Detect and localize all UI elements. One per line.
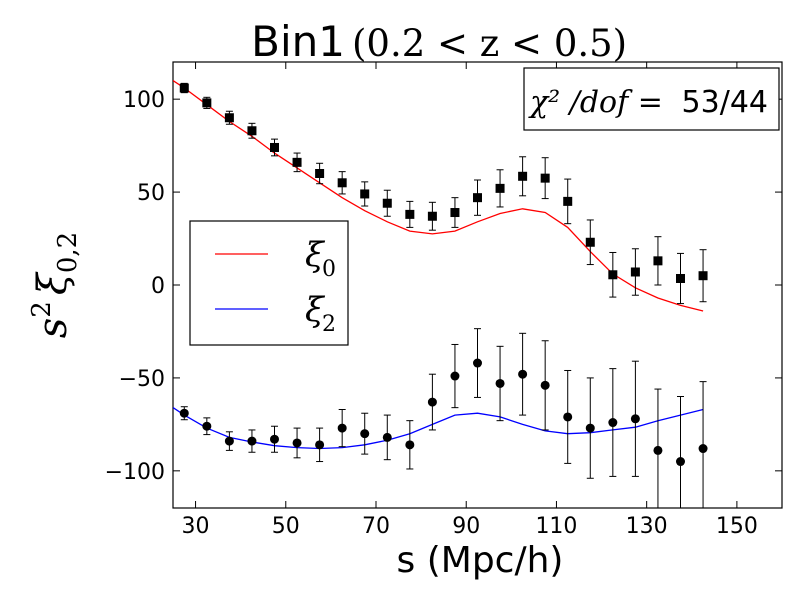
y-label-base: s bbox=[30, 318, 76, 339]
data-point-xi0 bbox=[202, 98, 212, 108]
data-point-xi2 bbox=[450, 371, 460, 381]
data-point-xi2 bbox=[563, 412, 573, 422]
data-point-xi0 bbox=[698, 271, 708, 281]
data-point-xi0 bbox=[608, 270, 618, 280]
legend-sub-xi0: 0 bbox=[322, 257, 336, 282]
chi2-box: χ² /dof = 53/44 bbox=[523, 67, 780, 131]
series-layer bbox=[173, 80, 708, 508]
y-tick-label: 0 bbox=[151, 274, 165, 299]
chart-title-text: Bin1 bbox=[251, 17, 345, 66]
y-tick-label: −50 bbox=[119, 367, 165, 392]
data-point-xi2 bbox=[540, 380, 550, 390]
data-point-xi0 bbox=[540, 173, 550, 183]
data-point-xi2 bbox=[382, 432, 392, 442]
legend-symbol-xi2: ξ bbox=[305, 290, 326, 330]
data-point-xi2 bbox=[202, 421, 212, 431]
data-point-xi0 bbox=[495, 183, 505, 193]
x-tick-label: 30 bbox=[182, 514, 210, 539]
legend-symbol-xi0: ξ bbox=[305, 235, 326, 275]
x-tick-label: 130 bbox=[626, 514, 668, 539]
data-point-xi2 bbox=[315, 440, 325, 450]
y-label-sub: 0,2 bbox=[53, 232, 83, 273]
data-point-xi2 bbox=[405, 440, 415, 450]
legend: ξ 0 ξ 2 bbox=[189, 220, 349, 346]
chi2-value: 53/44 bbox=[682, 85, 768, 120]
y-label-xi: ξ bbox=[30, 271, 76, 295]
data-point-xi0 bbox=[653, 256, 663, 266]
data-point-xi2 bbox=[630, 414, 640, 424]
y-tick-label: 100 bbox=[123, 88, 165, 113]
data-point-xi0 bbox=[405, 209, 415, 219]
data-point-xi2 bbox=[473, 358, 482, 368]
svg-text:s2ξ0,2: s2 ξ0,2 bbox=[27, 232, 83, 338]
y-axis-label: s2 ξ0,2 bbox=[27, 232, 83, 338]
data-point-xi0 bbox=[224, 113, 234, 123]
data-point-xi2 bbox=[292, 438, 302, 448]
y-tick-label: −100 bbox=[105, 460, 165, 485]
y-tick-label: 50 bbox=[137, 181, 165, 206]
legend-box bbox=[189, 220, 349, 346]
series-clip-group bbox=[173, 80, 708, 508]
data-point-xi2 bbox=[360, 429, 370, 439]
chi2-label: χ² /dof = bbox=[528, 85, 663, 120]
data-point-xi0 bbox=[179, 83, 189, 93]
data-point-xi2 bbox=[179, 408, 189, 418]
x-tick-label: 50 bbox=[272, 514, 300, 539]
data-point-xi2 bbox=[495, 378, 505, 388]
data-point-xi2 bbox=[653, 445, 663, 455]
data-point-xi0 bbox=[518, 171, 528, 181]
data-point-xi2 bbox=[698, 444, 708, 454]
data-point-xi2 bbox=[608, 418, 618, 428]
data-point-xi2 bbox=[224, 436, 234, 446]
legend-sub-xi2: 2 bbox=[322, 312, 336, 337]
x-tick-label: 70 bbox=[362, 514, 390, 539]
data-point-xi0 bbox=[315, 169, 325, 178]
data-point-xi2 bbox=[585, 423, 595, 433]
data-point-xi0 bbox=[270, 142, 279, 152]
x-axis-label: s (Mpc/h) bbox=[397, 540, 564, 581]
data-point-xi2 bbox=[676, 457, 685, 467]
data-point-xi2 bbox=[337, 423, 347, 433]
x-tick-label: 90 bbox=[452, 514, 480, 539]
data-point-xi0 bbox=[360, 189, 370, 199]
data-point-xi0 bbox=[427, 211, 437, 221]
data-point-xi0 bbox=[450, 208, 460, 218]
data-point-xi0 bbox=[247, 126, 257, 136]
data-point-xi0 bbox=[292, 157, 302, 167]
y-label-sup: 2 bbox=[27, 301, 57, 318]
axis-ticks: 30 50 70 90 110 130 150 100 50 0 −50 −100 bbox=[105, 62, 782, 539]
data-point-xi0 bbox=[563, 196, 573, 206]
data-point-xi2 bbox=[427, 397, 437, 407]
x-tick-label: 110 bbox=[535, 514, 577, 539]
data-point-xi2 bbox=[518, 369, 528, 379]
data-point-xi0 bbox=[585, 237, 595, 247]
data-point-xi0 bbox=[676, 273, 685, 283]
data-point-xi0 bbox=[630, 267, 640, 277]
x-tick-label: 150 bbox=[716, 514, 758, 539]
data-point-xi2 bbox=[247, 436, 257, 446]
data-point-xi0 bbox=[337, 178, 347, 188]
data-point-xi0 bbox=[382, 198, 392, 208]
chart-title-math: (0.2 < z < 0.5) bbox=[352, 22, 627, 65]
data-point-xi0 bbox=[473, 193, 482, 203]
data-point-xi2 bbox=[270, 434, 279, 444]
